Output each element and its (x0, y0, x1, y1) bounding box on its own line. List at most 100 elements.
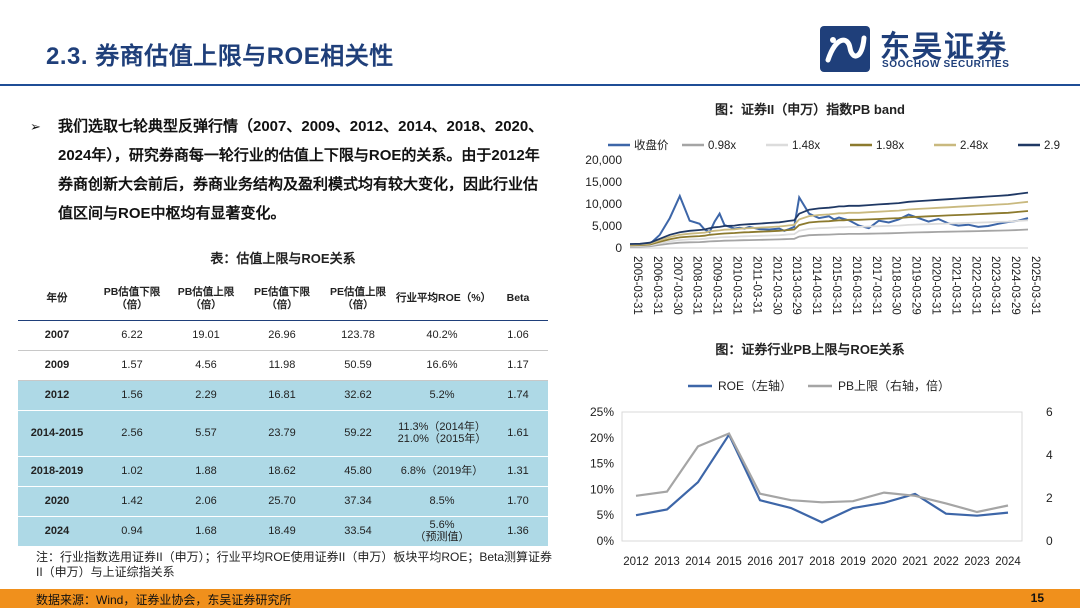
arrow-bullet-icon: ➢ (30, 119, 41, 134)
y-left-tick-label: 5% (597, 508, 615, 522)
y-tick-label: 20,000 (585, 153, 622, 167)
cell-pb-low: 0.94 (96, 516, 168, 546)
cell-pe-low: 16.81 (244, 380, 320, 411)
x-tick-label: 2017-03-31 (870, 256, 882, 315)
valuation-roe-table: 年份 PB估值下限（倍） PB估值上限（倍） PE估值下限（倍） PE估值上限（… (18, 278, 548, 546)
legend-label: 1.98x (876, 140, 904, 152)
legend-label: ROE（左轴） (718, 378, 792, 393)
cell-pb-high: 19.01 (168, 320, 244, 351)
series-line-4 (629, 200, 1029, 246)
x-tick-label: 2008-03-31 (691, 256, 703, 315)
cell-beta: 1.61 (488, 410, 548, 457)
y-right-tick-label: 2 (1046, 491, 1053, 505)
company-logo: 东吴证券 SOOCHOW SECURITIES (820, 24, 1020, 76)
cell-beta: 1.36 (488, 516, 548, 546)
footer-bar: 数据来源：Wind，证券业协会，东吴证券研究所 15 (0, 589, 1080, 608)
y-left-tick-label: 25% (590, 405, 614, 419)
legend-label: 2.48x (960, 140, 988, 152)
cell-year: 2020 (18, 486, 96, 517)
header-beta: Beta (488, 278, 548, 321)
cell-year: 2009 (18, 350, 96, 381)
x-tick-label: 2015-03-31 (830, 256, 842, 315)
cell-pe-high: 123.78 (320, 320, 396, 351)
x-tick-label: 2013-03-29 (790, 256, 802, 315)
cell-beta: 1.74 (488, 380, 548, 411)
y-tick-label: 0 (615, 241, 622, 255)
header-pe-high: PE估值上限（倍） (320, 278, 396, 321)
cell-year: 2014-2015 (18, 410, 96, 457)
cell-roe: 40.2% (396, 320, 488, 351)
table-row: 2007 6.22 19.01 26.96 123.78 40.2% 1.06 (18, 320, 548, 351)
cell-pe-low: 23.79 (244, 410, 320, 457)
x-tick-label: 2019 (840, 556, 866, 568)
header-pe-low: PE估值下限（倍） (244, 278, 320, 321)
cell-pe-low: 18.49 (244, 516, 320, 546)
series-line-0 (635, 432, 1009, 524)
pb-band-chart-title: 图：证券II（申万）指数PB band (715, 102, 905, 117)
logo-mark-icon (820, 26, 870, 72)
x-tick-label: 2006-03-31 (651, 256, 663, 315)
x-tick-label: 2014 (685, 556, 711, 568)
logo-english-name: SOOCHOW SECURITIES (882, 59, 1010, 70)
x-tick-label: 2024 (995, 556, 1021, 568)
y-right-tick-label: 6 (1046, 405, 1053, 419)
x-tick-label: 2019-03-29 (910, 256, 922, 315)
cell-pe-high: 37.34 (320, 486, 396, 517)
series-line-3 (629, 210, 1029, 247)
cell-pe-low: 25.70 (244, 486, 320, 517)
cell-pb-high: 2.29 (168, 380, 244, 411)
x-tick-label: 2020-03-31 (930, 256, 942, 315)
y-tick-label: 10,000 (585, 197, 622, 211)
y-left-tick-label: 20% (590, 431, 614, 445)
cell-pe-high: 33.54 (320, 516, 396, 546)
table-row: 2009 1.57 4.56 11.98 50.59 16.6% 1.17 (18, 350, 548, 381)
x-tick-label: 2020 (871, 556, 897, 568)
cell-beta: 1.31 (488, 456, 548, 487)
cell-pb-low: 1.56 (96, 380, 168, 411)
legend-label: 0.98x (708, 140, 736, 152)
pb-band-chart: 收盘价 0.98x 1.48x 1.98x 2.48x 2.98x 0 5,000 10,000… (585, 138, 1060, 315)
table-footnote: 注：行业指数选用证券II（申万）；行业平均ROE使用证券II（申万）板块平均RO… (36, 550, 553, 579)
cell-pe-low: 11.98 (244, 350, 320, 381)
cell-roe-line2: 21.0%（2015年） (397, 433, 487, 445)
x-tick-label: 2022 (933, 556, 959, 568)
x-tick-label: 2005-03-31 (631, 256, 643, 315)
cell-pb-high: 2.06 (168, 486, 244, 517)
table-row: 2024 0.94 1.68 18.49 33.54 5.6% （预测值） 1.3… (18, 516, 548, 546)
cell-pe-low: 18.62 (244, 456, 320, 487)
x-tick-label: 2023-03-31 (989, 256, 1001, 315)
header-pb-low: PB估值下限（倍） (96, 278, 168, 321)
table-header-row: 年份 PB估值下限（倍） PB估值上限（倍） PE估值下限（倍） PE估值上限（… (18, 278, 548, 321)
page-title: 2.3. 券商估值上限与ROE相关性 (46, 43, 394, 70)
cell-pb-high: 1.68 (168, 516, 244, 546)
cell-pb-low: 1.57 (96, 350, 168, 381)
x-tick-label: 2009-03-31 (711, 256, 723, 315)
cell-roe: 8.5% (396, 486, 488, 517)
cell-pe-high: 50.59 (320, 350, 396, 381)
logo-chinese-name: 东吴证券 (880, 31, 1008, 64)
x-tick-label: 2025-03-31 (1029, 256, 1041, 315)
cell-year: 2024 (18, 516, 96, 546)
y-tick-label: 5,000 (592, 219, 622, 233)
table-row: 2012 1.56 2.29 16.81 32.62 5.2% 1.74 (18, 380, 548, 411)
page-number: 15 (1030, 591, 1044, 605)
x-tick-label: 2007-03-30 (671, 256, 683, 315)
cell-beta: 1.70 (488, 486, 548, 517)
x-tick-label: 2022-03-31 (969, 256, 981, 315)
cell-roe: 6.8%（2019年） (396, 456, 488, 487)
cell-pb-high: 1.88 (168, 456, 244, 487)
cell-pe-high: 59.22 (320, 410, 396, 457)
cell-roe: 5.6% （预测值） (396, 516, 488, 546)
cell-beta: 1.06 (488, 320, 548, 351)
cell-roe: 16.6% (396, 350, 488, 381)
y-left-tick-label: 15% (590, 457, 614, 471)
header-avg-roe: 行业平均ROE（%） (396, 278, 491, 321)
cell-pb-low: 6.22 (96, 320, 168, 351)
series-line-5 (629, 191, 1029, 245)
x-tick-label: 2016-03-31 (850, 256, 862, 315)
x-tick-label: 2012 (623, 556, 649, 568)
footer-source: 数据来源：Wind，证券业协会，东吴证券研究所 (36, 593, 292, 607)
y-right-tick-label: 4 (1046, 448, 1053, 462)
x-tick-label: 2016 (747, 556, 773, 568)
cell-pb-low: 1.42 (96, 486, 168, 517)
